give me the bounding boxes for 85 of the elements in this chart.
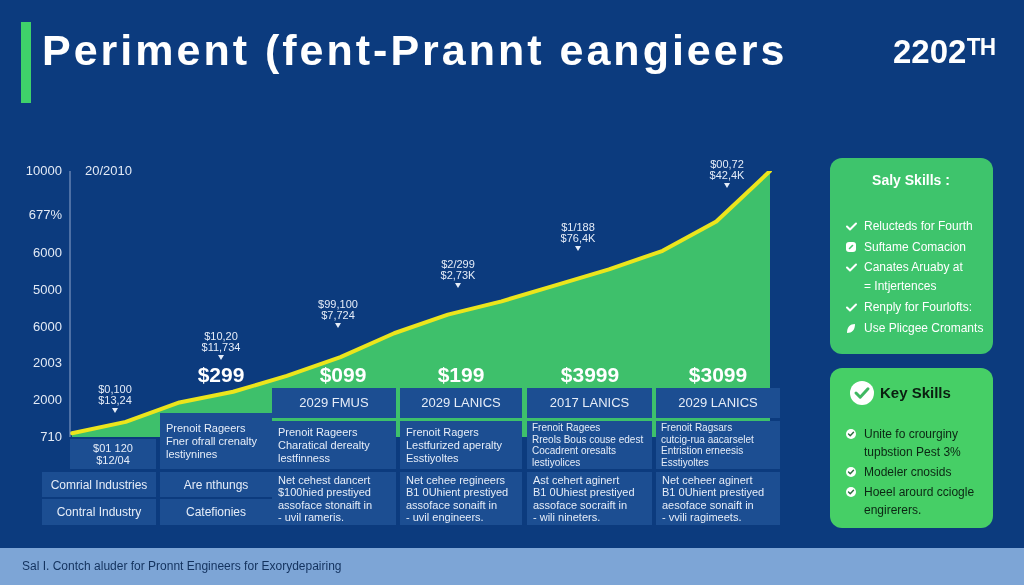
annotation: Frenoit Ragees: [532, 422, 601, 434]
text: $01 120: [93, 442, 133, 454]
text: Ast cehert aginert: [533, 473, 620, 486]
text: Charatical derealty: [278, 438, 370, 452]
annotation: $199: [437, 363, 485, 387]
text: Esstiyoltes: [406, 451, 459, 465]
text: B1 0Uhient prestiyed: [662, 486, 765, 499]
annotation: $13,24: [98, 394, 132, 406]
annotation: Frenoit Ragsars: [661, 422, 733, 434]
text: Key Skills: [880, 384, 951, 402]
text: Net cehee regineers: [406, 473, 506, 486]
annotation: 2003: [33, 355, 62, 371]
annotation: 5000: [33, 282, 62, 298]
text: assoface stonaift in: [278, 498, 373, 511]
annotation: cutcig-rua aacarselet: [661, 433, 754, 445]
text: Use Plicgee Cromants: [864, 321, 984, 335]
chart-title: Periment (fent-Prannt eangieers: [42, 26, 788, 74]
annotation: $099: [319, 363, 367, 387]
annotation: 6000: [33, 245, 62, 261]
annotation: Fner ofrall crenalty: [166, 434, 258, 448]
text: 2202ᵀᴴ: [893, 32, 996, 70]
text: lestfinness: [278, 451, 330, 465]
annotation: $3999: [560, 363, 620, 387]
text: Contral Industry: [56, 505, 142, 519]
text: - wili nineters.: [533, 511, 601, 524]
annotation: 710: [40, 429, 62, 445]
text: $12/04: [96, 454, 130, 466]
annotation: 20/2010: [85, 163, 132, 179]
text: Renply for Fourlofts:: [864, 300, 973, 314]
annotation: 6000: [33, 319, 62, 335]
text: Hoeel arourd cciogle: [864, 485, 975, 499]
text: Catefionies: [185, 505, 247, 519]
annotation: $1/188: [561, 221, 595, 233]
text: - vvili ragimeets.: [662, 511, 742, 524]
text: = Intjertences: [864, 279, 937, 293]
text: Net cehest dancert: [278, 473, 371, 486]
text: aesoface sonaift in: [662, 498, 754, 511]
annotation: $2,73K: [440, 269, 476, 281]
text: Unite fo crourginy: [864, 427, 959, 441]
text: - uvil engineers.: [406, 511, 484, 524]
text: Canates Aruaby at: [864, 260, 963, 274]
text: Sal I. Contch aluder for Pronnt Engineers for Exorydepairing: [22, 559, 342, 573]
annotation: $11,734: [201, 341, 241, 353]
annotation: Rreols Bous couse edest: [532, 433, 644, 445]
text: Suftame Comacion: [864, 240, 967, 254]
annotation: 2029 FMUS: [299, 395, 369, 411]
text: engirerers.: [864, 503, 922, 517]
annotation: Prenoit Rageers: [166, 421, 246, 435]
annotation: 2029 LANICS: [421, 395, 501, 411]
annotation: $299: [197, 363, 245, 387]
text: lestiyolices: [532, 456, 581, 468]
annotation: $7,724: [321, 309, 355, 321]
annotation: Frenoit Ragers: [406, 425, 479, 439]
annotation: $76,4K: [560, 232, 596, 244]
annotation: $2/299: [441, 258, 475, 270]
annotation: $0,100: [98, 383, 132, 395]
annotation: 2000: [33, 392, 62, 408]
text: $00,72: [710, 158, 744, 170]
annotation: Prenoit Rageers: [278, 425, 358, 439]
text: tupbstion Pest 3%: [864, 445, 961, 459]
text: assoface sonaift in: [406, 498, 498, 511]
text: Modeler cnosids: [864, 465, 952, 479]
annotation: $10,20: [204, 330, 238, 342]
text: B1 0Uhiest prestiyed: [533, 486, 635, 499]
annotation: 677%: [28, 207, 62, 223]
text: - uvil rameris.: [278, 511, 345, 524]
text: Cocadrent oresalts: [532, 445, 616, 457]
text: lestiynines: [166, 447, 218, 461]
text: Lestfurized aperalty: [406, 438, 502, 452]
text: B1 0Uhient prestiyed: [406, 486, 509, 499]
annotation: $42,4K: [709, 169, 745, 181]
text: Are nthungs: [183, 477, 249, 492]
text: Net ceheer aginert: [662, 473, 753, 486]
text: Relucteds for Fourth: [864, 219, 973, 233]
text: assoface socraift in: [533, 498, 628, 511]
text: Comrial Industries: [50, 477, 148, 492]
text: Esstiyoltes: [661, 456, 709, 468]
annotation: $3099: [688, 363, 748, 387]
text: Entristion erneesis: [661, 445, 744, 457]
annotation: $99,100: [318, 298, 358, 310]
text: $100hied prestiyed: [278, 486, 371, 499]
annotation: 2017 LANICS: [549, 395, 630, 411]
text: Saly Skills :: [872, 171, 950, 189]
annotation: 2029 LANICS: [678, 395, 758, 411]
annotation: 10000: [25, 163, 62, 179]
